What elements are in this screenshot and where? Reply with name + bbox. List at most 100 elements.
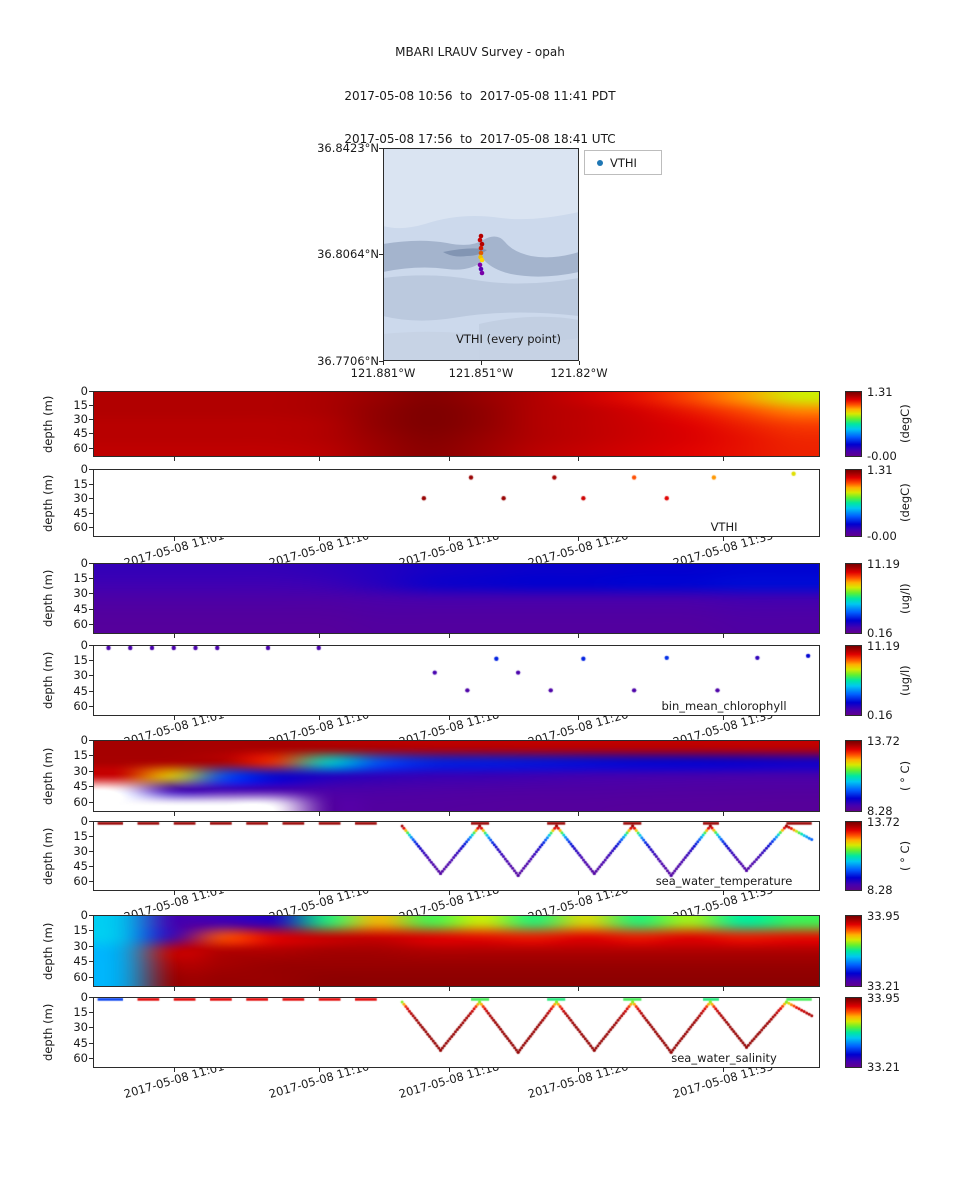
- time-tick-mark: [173, 634, 175, 638]
- colorbar-max-label: 11.19: [867, 557, 900, 571]
- track-point: [479, 257, 485, 263]
- depth-tick-label: 45: [73, 426, 88, 441]
- panel-temperature-points: [93, 821, 820, 891]
- map-lon-tick-mid: 121.851°W: [448, 366, 514, 380]
- time-tick-mark: [173, 457, 175, 461]
- time-tick-mark: [448, 1068, 450, 1072]
- depth-tick-mark: [89, 623, 93, 625]
- time-tick-mark: [173, 891, 175, 895]
- depth-tick-label: 15: [73, 571, 88, 586]
- time-tick-mark: [319, 987, 321, 991]
- depth-tick-mark: [89, 997, 93, 998]
- panel-temperature-section: [93, 740, 820, 812]
- time-tick-mark: [319, 457, 321, 461]
- time-tick-mark: [173, 987, 175, 991]
- depth-tick-label: 15: [73, 923, 88, 938]
- map-lon-tick-left: 121.881°W: [350, 366, 416, 380]
- map-lon-tick-mark: [382, 361, 384, 365]
- depth-tick-label: 15: [73, 1005, 88, 1020]
- colorbar-min-label: 33.21: [867, 979, 900, 993]
- survey-map: [383, 148, 579, 361]
- depth-axis-label: depth (m): [41, 1003, 55, 1062]
- colorbar-max-label: 1.31: [867, 463, 893, 477]
- map-lon-tick-right: 121.82°W: [550, 366, 608, 380]
- time-tick-mark: [448, 716, 450, 720]
- depth-tick-label: 0: [80, 733, 88, 747]
- colorbar-unit-label: ( ° C): [898, 760, 912, 792]
- depth-tick-mark: [89, 930, 93, 932]
- depth-tick-mark: [89, 527, 93, 529]
- depth-tick-mark: [89, 961, 93, 963]
- legend-marker-icon: [597, 159, 603, 166]
- time-tick-mark: [577, 457, 579, 461]
- depth-tick-mark: [89, 821, 93, 822]
- time-tick-mark: [173, 1068, 175, 1072]
- time-tick-mark: [723, 716, 725, 720]
- time-tick-mark: [173, 812, 175, 816]
- track-point: [479, 241, 485, 247]
- depth-tick-mark: [89, 675, 93, 677]
- depth-tick-label: 45: [73, 1035, 88, 1050]
- time-tick-mark: [577, 537, 579, 541]
- colorbar-min-label: 0.16: [867, 708, 893, 722]
- depth-tick-mark: [89, 447, 93, 449]
- track-point: [478, 233, 484, 239]
- depth-tick-label: 15: [73, 476, 88, 491]
- depth-tick-label: 0: [80, 814, 88, 828]
- map-bathymetry: [383, 148, 579, 361]
- depth-tick-label: 45: [73, 954, 88, 969]
- depth-tick-mark: [89, 1027, 93, 1029]
- depth-tick-label: 45: [73, 859, 88, 873]
- time-tick-mark: [723, 634, 725, 638]
- plot-salinity-points: [94, 998, 819, 1067]
- colorbar-salinity-points: [845, 997, 862, 1068]
- depth-tick-mark: [89, 801, 93, 803]
- map-border: [383, 148, 579, 361]
- time-tick-mark: [173, 537, 175, 541]
- panel-vthi-section: [93, 391, 820, 457]
- map-lat-tick-mid: 36.8064°N: [317, 247, 379, 261]
- depth-tick-mark: [89, 881, 93, 882]
- plot-chlorophyll-points: [94, 646, 819, 715]
- plot-salinity-section: [94, 916, 819, 986]
- depth-tick-label: 15: [73, 829, 88, 843]
- depth-tick-mark: [89, 483, 93, 485]
- depth-tick-label: 30: [73, 412, 88, 427]
- depth-tick-label: 60: [73, 794, 88, 809]
- map-lon-tick-mark: [480, 361, 482, 365]
- panel-salinity-points: [93, 997, 820, 1068]
- map-lat-tick-bottom: 36.7706°N: [317, 354, 379, 368]
- map-lat-tick-mark: [379, 254, 383, 255]
- time-tick-mark: [723, 987, 725, 991]
- depth-tick-mark: [89, 866, 93, 867]
- panel-title-temperature-points: sea_water_temperature: [655, 874, 793, 888]
- time-tick-mark: [577, 812, 579, 816]
- time-tick-mark: [577, 634, 579, 638]
- time-tick-mark: [577, 716, 579, 720]
- depth-tick-label: 30: [73, 938, 88, 953]
- figure-title: MBARI LRAUV Survey - opah 2017-05-08 10:…: [0, 16, 960, 176]
- colorbar-min-label: 8.28: [867, 804, 893, 818]
- colorbar-unit-label: (degC): [898, 404, 912, 444]
- time-tick-mark: [723, 457, 725, 461]
- depth-axis-label: depth (m): [41, 827, 55, 885]
- track-point: [478, 245, 484, 251]
- depth-tick-label: 0: [80, 638, 88, 652]
- depth-tick-mark: [89, 405, 93, 407]
- vehicle-track: [477, 233, 485, 276]
- panel-salinity-section: [93, 915, 820, 987]
- time-tick-mark: [319, 537, 321, 541]
- depth-tick-mark: [89, 419, 93, 421]
- depth-tick-label: 30: [73, 1020, 88, 1035]
- time-tick-mark: [723, 812, 725, 816]
- colorbar-max-label: 11.19: [867, 639, 900, 653]
- depth-tick-mark: [89, 498, 93, 500]
- panel-chlorophyll-section: [93, 563, 820, 634]
- depth-tick-mark: [89, 770, 93, 772]
- colorbar-salinity-section: [845, 915, 862, 987]
- colorbar-unit-label: ( ° C): [898, 840, 912, 872]
- colorbar-max-label: 13.72: [867, 734, 900, 748]
- depth-axis-label: depth (m): [41, 395, 55, 453]
- depth-tick-mark: [89, 660, 93, 662]
- colorbar-unit-label: (ug/l): [898, 665, 912, 696]
